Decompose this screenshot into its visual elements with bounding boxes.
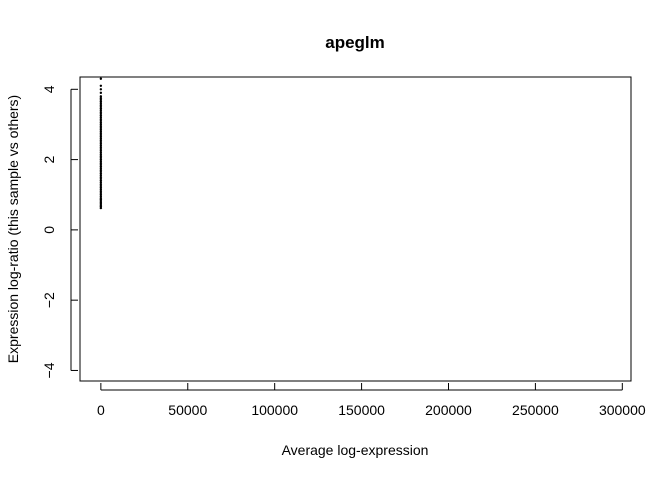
data-point (99, 168, 103, 172)
data-point (99, 172, 103, 175)
data-point (99, 119, 103, 123)
data-point (99, 133, 103, 137)
data-point (99, 160, 103, 163)
x-tick-label: 300000 (599, 402, 646, 418)
x-tick-label: 250000 (512, 402, 559, 418)
data-point (99, 165, 103, 168)
data-point (99, 88, 103, 91)
data-point (99, 181, 103, 184)
data-point (99, 184, 103, 188)
data-point (99, 177, 103, 181)
data-point (99, 123, 103, 126)
data-point (99, 175, 103, 179)
data-point (99, 151, 103, 154)
data-point (99, 95, 103, 98)
data-point (99, 174, 103, 177)
data-point (99, 103, 103, 107)
x-tick-label: 50000 (168, 402, 207, 418)
data-point (99, 117, 103, 121)
x-tick-label: 200000 (425, 402, 472, 418)
data-point (99, 188, 103, 191)
x-tick-label: 0 (97, 402, 105, 418)
data-point (99, 135, 103, 138)
y-tick-label: −4 (41, 362, 57, 378)
y-axis: −4 −2 0 2 4 (41, 85, 78, 378)
data-point (99, 190, 103, 193)
data-point (99, 179, 103, 182)
data-point (99, 96, 103, 100)
data-point (99, 126, 103, 130)
data-point (99, 77, 103, 80)
data-point (99, 125, 103, 128)
data-points (99, 77, 103, 210)
data-point (99, 170, 103, 174)
data-point (99, 146, 103, 149)
plot-frame (79, 76, 632, 382)
data-point (99, 167, 103, 170)
x-tick-label: 150000 (338, 402, 385, 418)
data-point (99, 116, 103, 119)
data-point (99, 114, 103, 117)
data-point (99, 186, 103, 189)
data-point (99, 163, 103, 167)
data-point (99, 128, 103, 131)
data-point (99, 182, 103, 186)
data-point (99, 197, 103, 200)
data-point (99, 112, 103, 116)
data-point (99, 121, 103, 124)
data-point (99, 105, 103, 109)
data-point (99, 191, 103, 195)
data-point (99, 130, 103, 133)
data-point (99, 144, 103, 147)
data-point (99, 139, 103, 142)
y-tick-label: −2 (41, 292, 57, 308)
data-point (99, 149, 103, 153)
y-tick-label: 0 (41, 226, 57, 234)
data-point (99, 153, 103, 156)
data-point (99, 195, 103, 198)
data-point (99, 142, 103, 145)
data-point (99, 140, 103, 144)
data-point (99, 107, 103, 110)
data-point (99, 137, 103, 140)
data-point (99, 110, 103, 114)
y-tick-label: 2 (41, 155, 57, 163)
data-point (99, 161, 103, 165)
data-point (99, 193, 103, 196)
data-point (99, 156, 103, 160)
y-axis-label: Expression log-ratio (this sample vs oth… (5, 95, 21, 363)
y-tick-label: 4 (41, 85, 57, 93)
data-point (99, 84, 103, 87)
data-point (99, 109, 103, 112)
x-tick-label: 100000 (251, 402, 298, 418)
data-point (99, 154, 103, 158)
data-point (99, 158, 103, 161)
data-point (99, 147, 103, 151)
data-point (99, 98, 103, 102)
chart-title: apeglm (325, 33, 385, 52)
data-point (99, 132, 103, 135)
data-point (99, 91, 103, 95)
x-axis: 0 50000 100000 150000 200000 250000 300000 (97, 383, 646, 418)
x-axis-label: Average log-expression (282, 442, 429, 458)
data-point (99, 102, 103, 105)
data-point (99, 100, 103, 103)
